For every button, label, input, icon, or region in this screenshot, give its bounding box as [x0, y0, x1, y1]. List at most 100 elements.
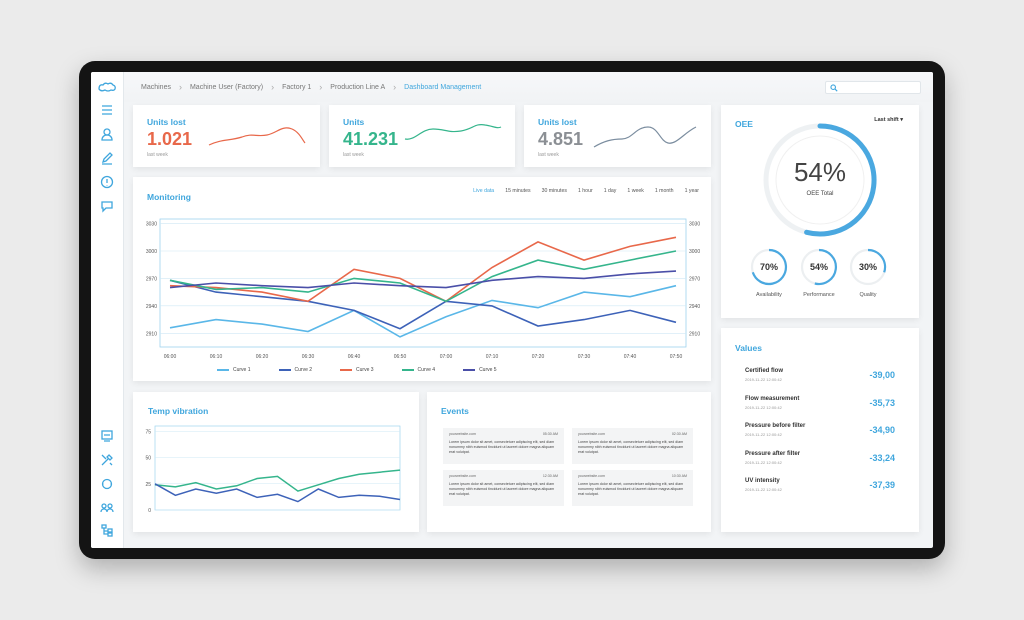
sub-gauge-label: Quality	[859, 292, 877, 298]
legend-swatch	[340, 368, 353, 371]
monitoring-chart: 2910 2910 2940 2940 2970 2970 3000 3000 3030 3030…	[146, 218, 700, 360]
y-tick-label: 2970	[146, 276, 157, 282]
tab-1-week[interactable]: 1 week	[627, 188, 644, 194]
support-icon[interactable]	[99, 476, 115, 492]
tab-live-data[interactable]: Live data	[473, 188, 495, 194]
y-tick-label-right: 3000	[689, 249, 700, 255]
x-tick-label: 07:40	[624, 354, 637, 360]
user-icon[interactable]	[99, 126, 115, 142]
events-card: Events yourwebsite.com 05:30 AM Lorem ipsu…	[427, 392, 711, 532]
event-site: yourwebsite.com	[578, 474, 605, 478]
tab-1-day[interactable]: 1 day	[603, 188, 617, 194]
values-card: Values Certified flow 2019-11-22 12:00:42…	[721, 328, 919, 532]
tab-1-hour[interactable]: 1 hour	[577, 188, 593, 194]
sidebar	[91, 72, 124, 548]
edit-icon[interactable]	[99, 150, 115, 166]
breadcrumb-machine-user[interactable]: Machine User (Factory)	[189, 83, 264, 91]
team-icon[interactable]	[99, 500, 115, 516]
values-title: Values	[735, 343, 762, 353]
kpi-card-units: Units 41.231 last week	[329, 105, 515, 167]
temp-vibration-chart: 0 25 50 75	[145, 425, 401, 514]
x-tick-label: 06:50	[394, 354, 407, 360]
alert-icon[interactable]	[99, 174, 115, 190]
breadcrumb-factory[interactable]: Factory 1	[282, 83, 312, 91]
value-name: Certified flow	[745, 368, 784, 374]
tab-15-minutes[interactable]: 15 minutes	[505, 188, 531, 194]
value-number: -34,90	[869, 425, 895, 435]
sub-gauge-performance	[800, 248, 838, 286]
menu-icon[interactable]	[99, 102, 115, 118]
breadcrumb-production-line[interactable]: Production Line A	[330, 83, 386, 91]
y-tick-label: 25	[145, 482, 151, 488]
legend-label: Curve 4	[417, 367, 436, 373]
monitoring-card: Monitoring Live data 15 minutes 30 minutes…	[133, 177, 711, 381]
tools-icon[interactable]	[99, 452, 115, 468]
value-row: Pressure before filter 2019-11-22 12:00:4…	[745, 423, 895, 447]
breadcrumb: Machines › Machine User (Factory) › Fact…	[124, 72, 933, 102]
value-name: Pressure before filter	[745, 423, 806, 429]
kpi-sparkline	[404, 124, 502, 140]
series-line-2	[169, 279, 677, 330]
value-row: UV intensity 2019-11-22 12:00:42 -37,39	[745, 478, 895, 502]
event-header: yourwebsite.com 12:30 AM	[449, 474, 558, 479]
value-number: -37,39	[869, 480, 895, 490]
y-tick-label: 3030	[146, 222, 157, 228]
chevron-right-icon: ›	[178, 82, 182, 92]
sub-gauge-value: 54%	[809, 262, 828, 272]
sub-gauge-fill	[751, 248, 788, 286]
event-site: yourwebsite.com	[449, 474, 476, 478]
legend-swatch	[463, 368, 476, 371]
event-item[interactable]: yourwebsite.com 02:30 AM Lorem ipsum dolor…	[572, 428, 693, 464]
shift-dropdown[interactable]: Last shift ▾	[874, 117, 903, 123]
event-item[interactable]: yourwebsite.com 10:30 AM Lorem ipsum dolor…	[572, 470, 693, 506]
kpi-value: 4.851	[538, 129, 584, 149]
tab-30-minutes[interactable]: 30 minutes	[541, 188, 567, 194]
value-date: 2019-11-22 12:00:42	[745, 404, 782, 410]
breadcrumb-machines[interactable]: Machines	[141, 83, 171, 91]
value-date: 2019-11-22 12:00:42	[745, 377, 782, 382]
kpi-sparkline	[593, 126, 697, 148]
chat-icon[interactable]	[99, 198, 115, 214]
search-input[interactable]	[825, 81, 921, 94]
y-tick-label: 2910	[146, 331, 157, 337]
value-date: 2019-11-22 12:00:42	[745, 459, 782, 465]
event-text: Lorem ipsum dolor sit amet, consectetuer…	[578, 482, 684, 496]
logo-icon[interactable]	[97, 79, 117, 95]
monitor-icon[interactable]	[99, 428, 115, 444]
oee-total-value: 54%	[793, 157, 847, 187]
kpi-title: Units lost	[147, 117, 186, 127]
breadcrumb-dashboard[interactable]: Dashboard Management	[404, 83, 482, 91]
shift-dropdown-label: Last shift	[874, 117, 899, 123]
event-item[interactable]: yourwebsite.com 12:30 AM Lorem ipsum dolor…	[443, 470, 564, 506]
tab-1-month[interactable]: 1 month	[654, 188, 674, 194]
y-tick-label: 50	[145, 456, 151, 462]
chevron-right-icon: ›	[271, 82, 275, 92]
event-text: Lorem ipsum dolor sit amet, consectetuer…	[449, 482, 555, 496]
kpi-value: 41.231	[343, 129, 399, 149]
value-date: 2019-11-22 12:00:42	[745, 432, 782, 437]
event-text: Lorem ipsum dolor sit amet, consectetuer…	[449, 440, 555, 454]
value-row: Certified flow 2019-11-22 12:00:42 -39,00	[745, 368, 895, 392]
events-title: Events	[441, 406, 469, 416]
sub-gauge-fill	[814, 248, 837, 286]
hierarchy-icon[interactable]	[99, 522, 115, 538]
y-tick-label-right: 2970	[689, 276, 700, 282]
x-tick-label: 06:40	[348, 354, 361, 360]
temp-vibration-card: Temp vibration 0 25 50 75	[133, 392, 419, 532]
x-tick-label: 07:50	[670, 354, 683, 360]
event-item[interactable]: yourwebsite.com 05:30 AM Lorem ipsum dolor…	[443, 428, 564, 464]
value-row: Flow measurement 2019-11-22 12:00:42 -35,7…	[745, 396, 895, 420]
sub-gauge-value: 30%	[858, 262, 877, 272]
kpi-subtitle: last week	[343, 152, 364, 158]
x-tick-label: 07:20	[532, 354, 545, 360]
event-site: yourwebsite.com	[449, 432, 476, 436]
kpi-sparkline	[208, 127, 306, 146]
plot-frame	[154, 425, 401, 511]
x-tick-label: 06:20	[256, 354, 269, 360]
kpi-title: Units lost	[538, 117, 577, 127]
legend-swatch	[401, 368, 414, 371]
x-tick-label: 06:10	[210, 354, 223, 360]
value-number: -35,73	[869, 397, 895, 408]
sub-gauge-quality	[849, 248, 887, 286]
tab-1-year[interactable]: 1 year	[684, 188, 699, 194]
